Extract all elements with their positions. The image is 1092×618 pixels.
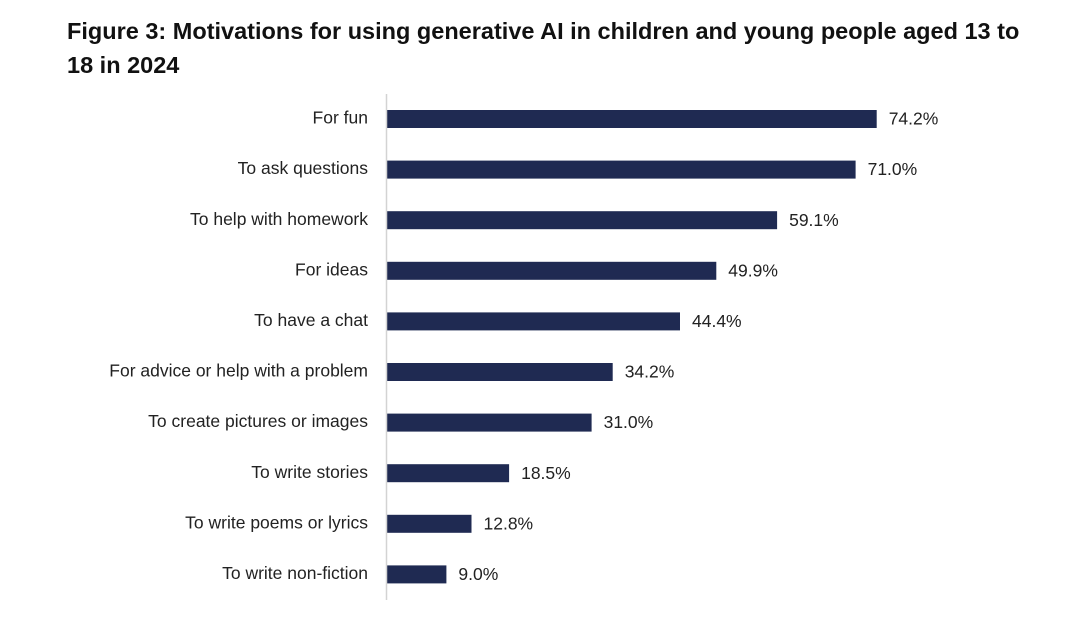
category-label-for-fun: For fun (313, 108, 368, 128)
bar-to-write-non-fiction (387, 565, 447, 584)
bars-group: For fun 74.2% To ask questions 71.0% To help… (109, 108, 938, 584)
value-label-for-advice-or-help-with-a-problem: 34.2% (625, 362, 675, 382)
category-label-to-create-pictures-or-images: To create pictures or images (148, 411, 368, 431)
category-label-to-write-poems-or-lyrics: To write poems or lyrics (185, 512, 368, 532)
category-label-for-advice-or-help-with-a-problem: For advice or help with a problem (109, 361, 368, 381)
bar-to-write-stories (387, 464, 510, 483)
bar-to-help-with-homework (387, 211, 778, 230)
value-label-for-ideas: 49.9% (728, 260, 778, 280)
category-label-to-help-with-homework: To help with homework (190, 209, 368, 229)
bar-to-ask-questions (387, 160, 856, 179)
value-label-to-have-a-chat: 44.4% (692, 311, 742, 331)
category-label-to-write-stories: To write stories (251, 462, 368, 482)
bar-to-create-pictures-or-images (387, 413, 592, 432)
bar-for-advice-or-help-with-a-problem (387, 363, 613, 381)
value-label-to-help-with-homework: 59.1% (789, 210, 839, 230)
category-label-for-ideas: For ideas (295, 259, 368, 279)
category-label-to-have-a-chat: To have a chat (254, 310, 368, 330)
value-label-to-write-stories: 18.5% (521, 463, 571, 483)
bar-for-fun (387, 110, 877, 128)
chart-title: Figure 3: Motivations for using generati… (67, 18, 1020, 78)
bar-to-write-poems-or-lyrics (387, 514, 472, 533)
category-label-to-ask-questions: To ask questions (238, 158, 369, 178)
value-label-to-write-non-fiction: 9.0% (458, 564, 498, 584)
value-label-to-create-pictures-or-images: 31.0% (604, 412, 654, 432)
category-label-to-write-non-fiction: To write non-fiction (222, 563, 368, 583)
bar-to-have-a-chat (387, 312, 680, 331)
value-label-to-write-poems-or-lyrics: 12.8% (484, 513, 534, 533)
value-label-to-ask-questions: 71.0% (868, 159, 918, 179)
bar-for-ideas (387, 261, 717, 280)
value-label-for-fun: 74.2% (889, 109, 939, 129)
